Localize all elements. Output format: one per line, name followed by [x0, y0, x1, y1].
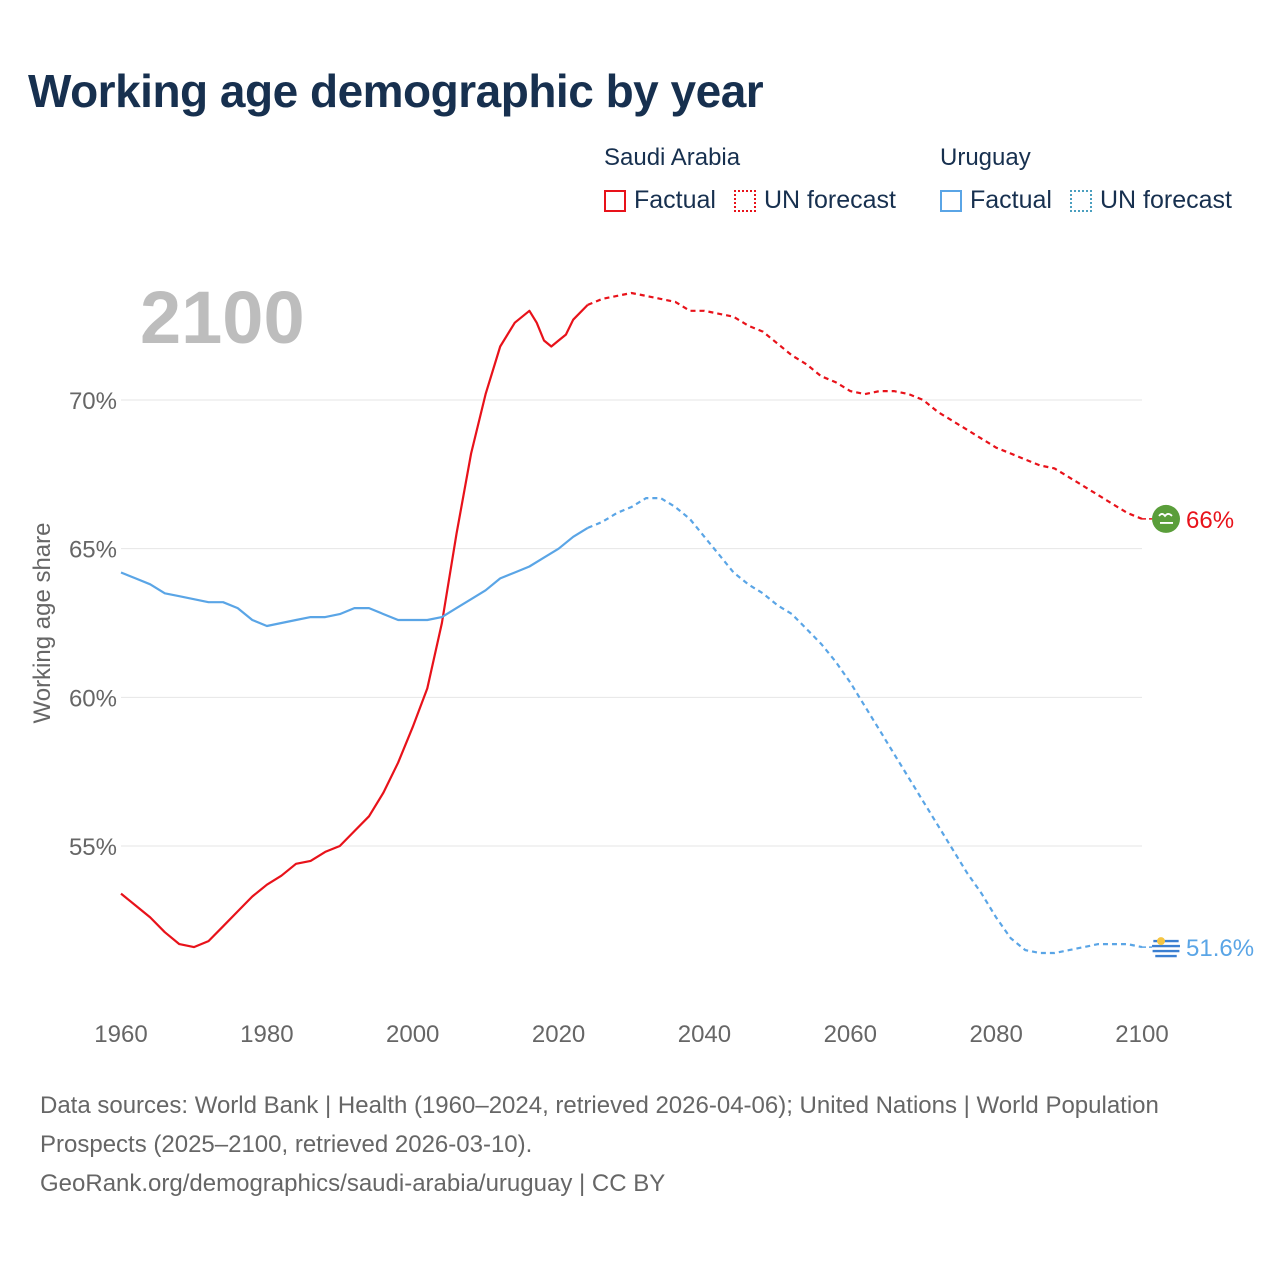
flag-disc	[1152, 504, 1180, 533]
flag-sun	[1157, 937, 1165, 946]
series-lines	[120, 291, 1143, 955]
end-labels: 66% 51.6%	[1142, 504, 1254, 962]
y-axis-label: Working age share	[29, 523, 56, 724]
series-line-saudi-arabia-factual	[120, 304, 589, 949]
x-tick-label: 2080	[969, 1021, 1022, 1048]
legend-item-saudi-factual[interactable]: Factual	[604, 186, 716, 215]
y-ticks: 55% 60% 65% 70%	[69, 388, 117, 861]
legend-label-forecast: UN forecast	[1099, 186, 1232, 214]
legend-item-uruguay-factual[interactable]: Factual	[940, 186, 1052, 215]
legend-item-uruguay-forecast[interactable]: UN forecast	[1069, 186, 1232, 215]
x-tick-label: 2100	[1115, 1021, 1168, 1048]
x-tick-label: 1960	[94, 1021, 147, 1048]
legend-label-factual: Factual	[970, 186, 1052, 214]
legend-item-saudi-forecast[interactable]: UN forecast	[733, 186, 896, 215]
y-tick-label: 70%	[69, 388, 117, 415]
legend-swatch-dotted	[733, 189, 756, 212]
chart-title: Working age demographic by year	[28, 65, 764, 117]
x-tick-label: 1980	[240, 1021, 293, 1048]
data-sources: Data sources: World Bank | Health (1960–…	[40, 1092, 1159, 1158]
x-tick-label: 2060	[824, 1021, 877, 1048]
y-tick-label: 60%	[69, 685, 117, 712]
attribution-link[interactable]: GeoRank.org/demographics/saudi-arabia/ur…	[40, 1170, 666, 1197]
series-line-uruguay-forecast	[587, 497, 1143, 955]
uruguay-flag-icon	[1152, 933, 1180, 962]
end-value-label: 66%	[1186, 507, 1234, 534]
series-line-saudi-arabia-forecast	[587, 291, 1143, 520]
x-ticks: 1960 1980 2000 2020 2040 2060 2080 2100	[94, 1021, 1168, 1048]
series-line-uruguay-factual	[120, 526, 589, 628]
legend-uruguay[interactable]: Uruguay Factual UN forecast	[940, 144, 1232, 215]
y-tick-label: 65%	[69, 537, 117, 564]
x-tick-label: 2020	[532, 1021, 585, 1048]
legend-swatch-dotted	[1069, 189, 1092, 212]
gridlines	[121, 399, 1142, 847]
legend-saudi-arabia[interactable]: Saudi Arabia Factual UN forecast	[604, 144, 914, 215]
legend-label-factual: Factual	[634, 186, 716, 214]
legend-label-forecast: UN forecast	[763, 186, 896, 214]
legend-country-uruguay: Uruguay	[940, 144, 1031, 171]
legend-swatch-solid	[940, 189, 962, 212]
x-tick-label: 2000	[386, 1021, 439, 1048]
end-value-label: 51.6%	[1186, 935, 1254, 962]
year-watermark: 2100	[140, 276, 305, 359]
footer: Data sources: World Bank | Health (1960–…	[40, 1086, 1220, 1203]
legend-country-saudi-arabia: Saudi Arabia	[604, 144, 741, 171]
x-tick-label: 2040	[678, 1021, 731, 1048]
legend-swatch-solid	[604, 189, 626, 212]
flag-emblem	[1158, 513, 1173, 524]
saudi-arabia-flag-icon	[1152, 504, 1180, 533]
y-tick-label: 55%	[69, 834, 117, 861]
